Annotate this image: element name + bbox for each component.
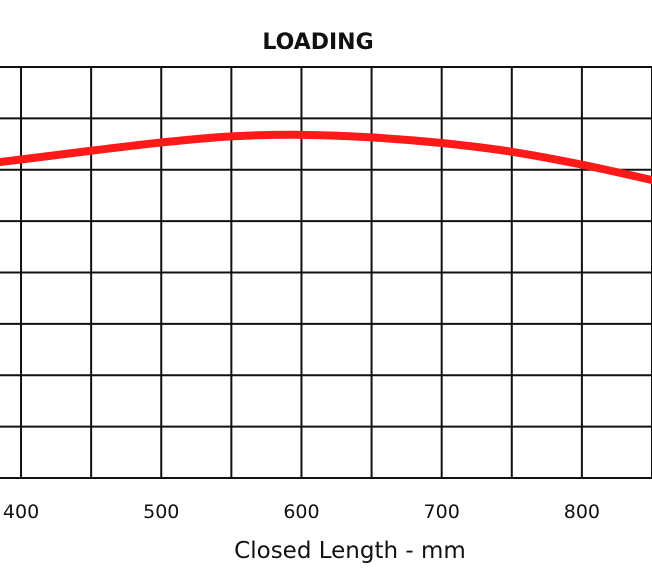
series-line (0, 130, 652, 185)
x-axis-label: Closed Length - mm (234, 538, 466, 564)
x-tick-label: 600 (283, 501, 319, 523)
x-tick-label: 700 (424, 501, 460, 523)
chart-title: LOADING (262, 30, 373, 55)
x-tick-label: 500 (143, 501, 179, 523)
series-lines (0, 130, 652, 185)
x-tick-labels: 400 500 600 700 800 (3, 501, 600, 523)
chart-grid (0, 66, 652, 479)
x-tick-label: 800 (564, 501, 600, 523)
x-tick-label: 400 (3, 501, 39, 523)
